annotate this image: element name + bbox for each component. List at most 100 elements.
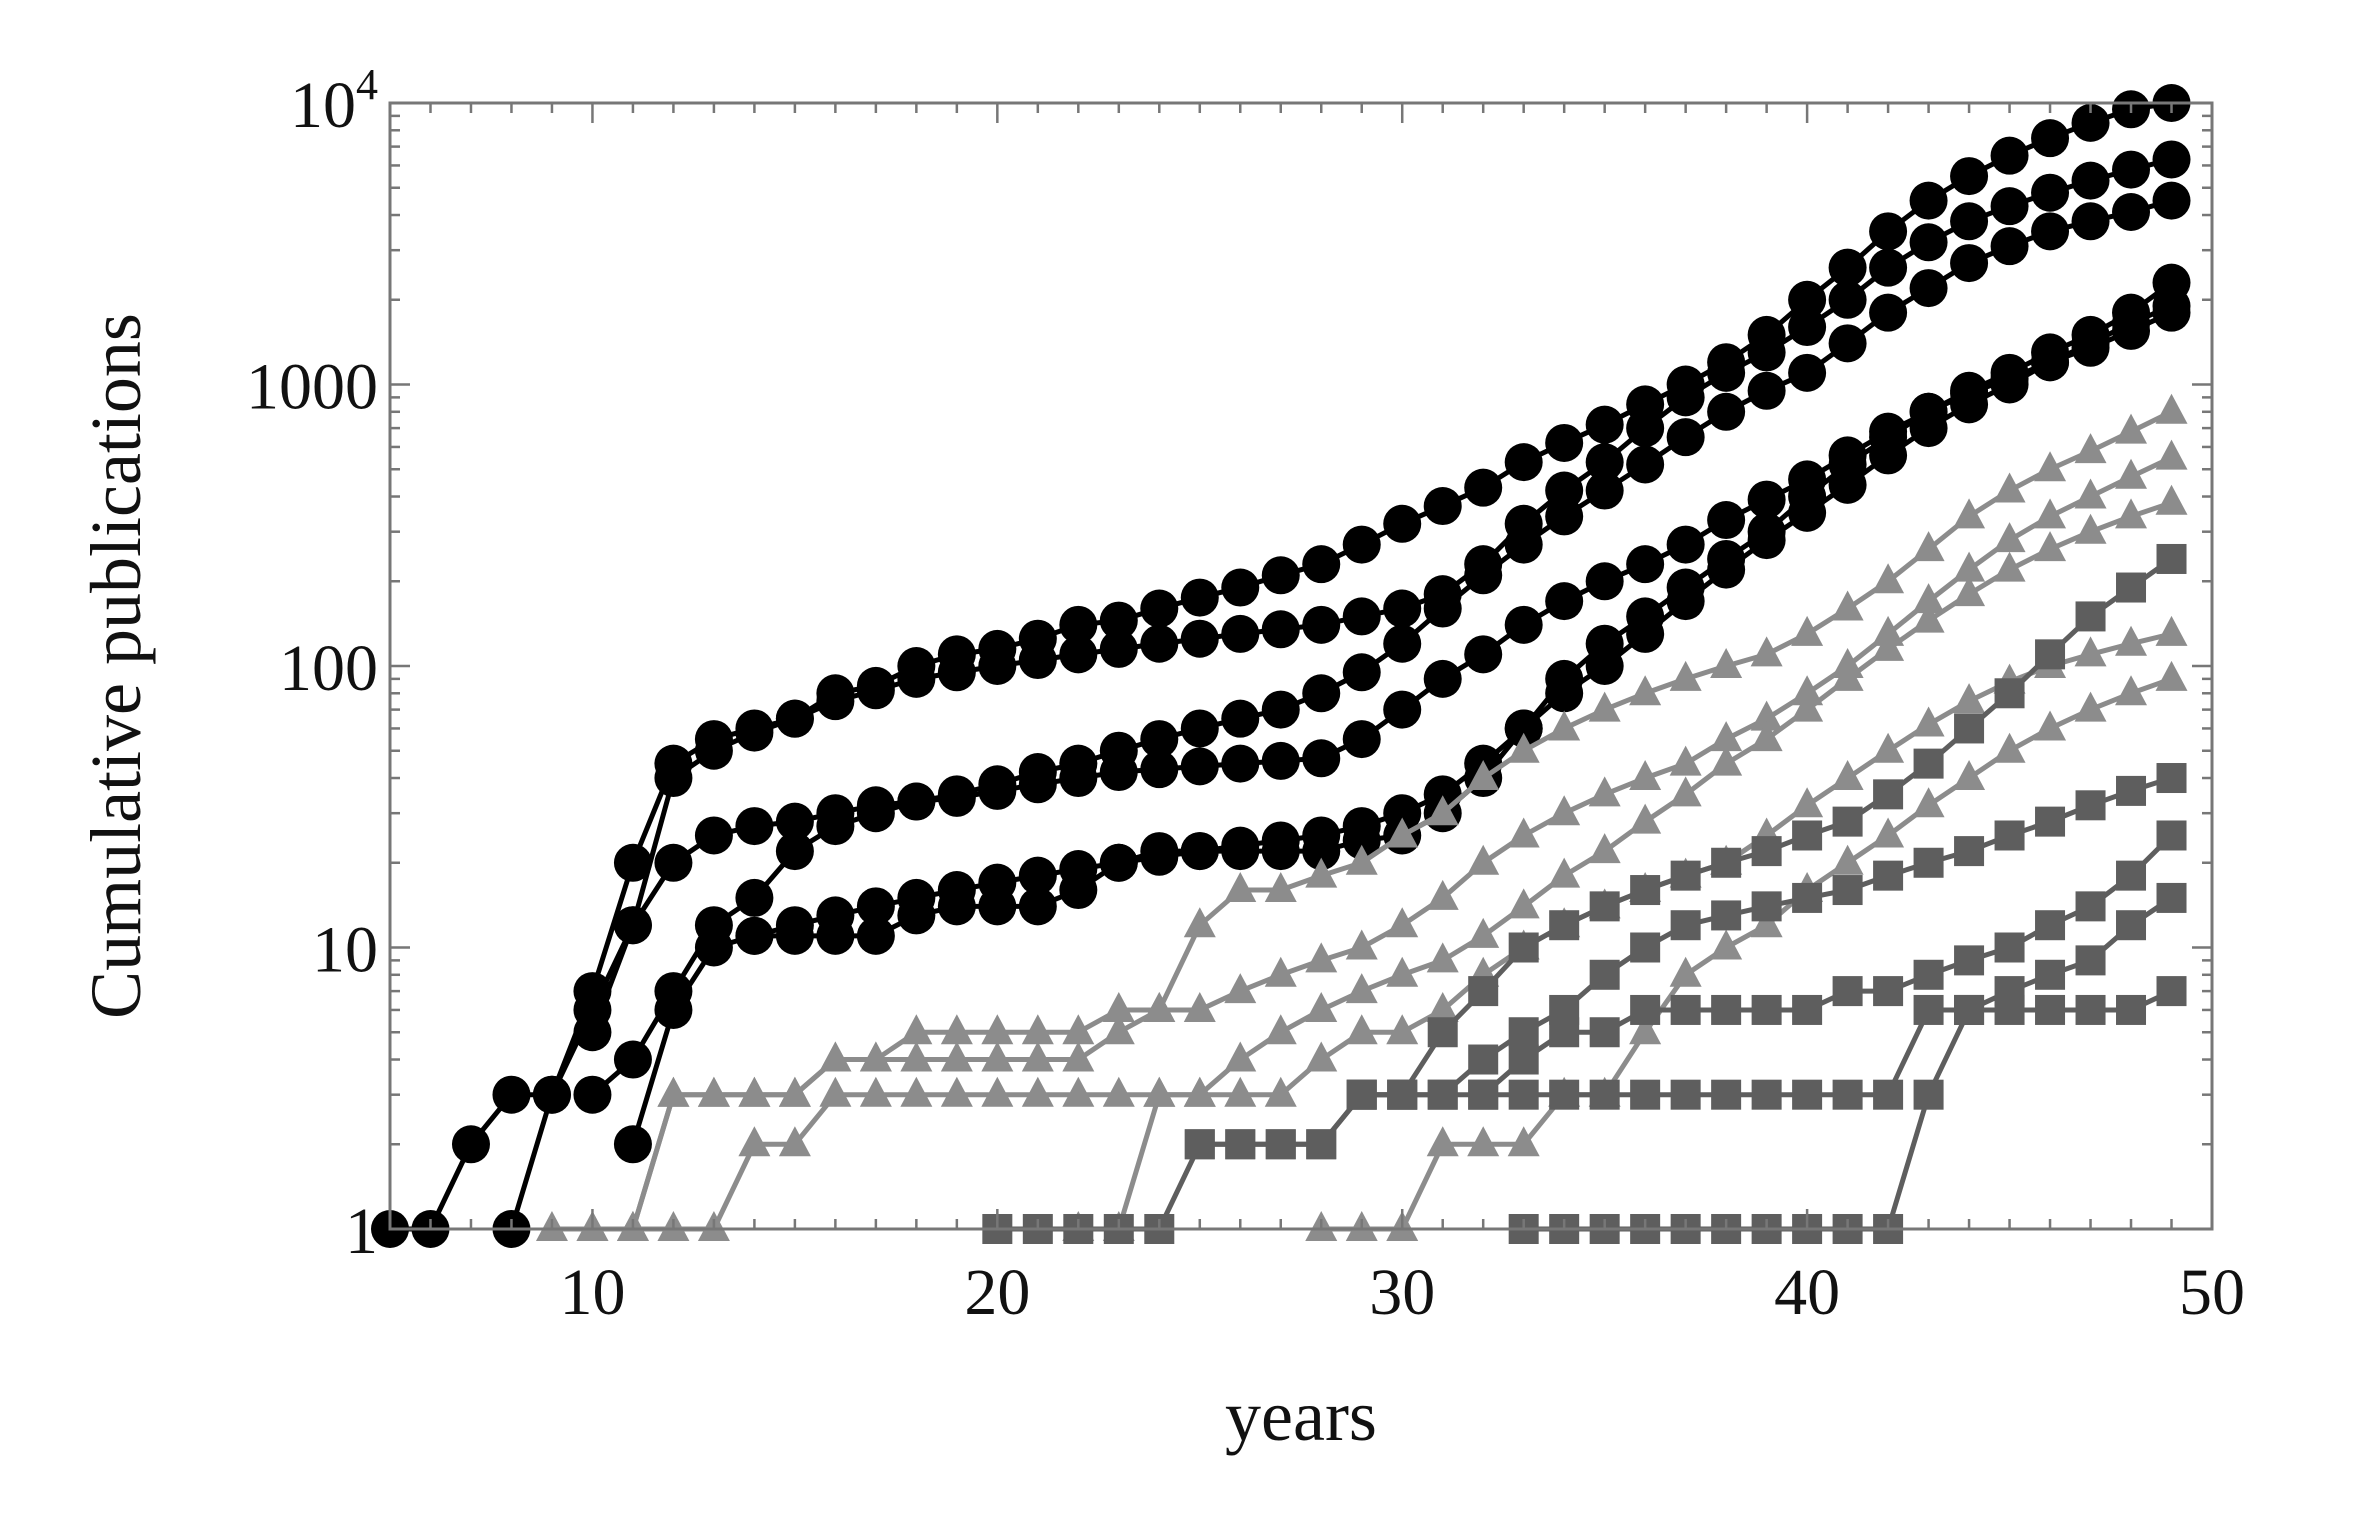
circle-marker bbox=[1018, 856, 1057, 895]
triangle-marker bbox=[1548, 795, 1581, 826]
triangle-marker bbox=[1629, 675, 1662, 706]
circle-marker bbox=[1707, 501, 1746, 540]
circle-marker bbox=[2152, 181, 2191, 220]
circle-marker bbox=[1018, 641, 1057, 680]
triangle-marker bbox=[2074, 513, 2107, 544]
circle-marker bbox=[1180, 747, 1219, 786]
circle-marker bbox=[2031, 119, 2070, 158]
triangle-marker bbox=[1102, 1014, 1135, 1045]
triangle-marker bbox=[1750, 721, 1783, 752]
circle-marker bbox=[1464, 556, 1503, 595]
circle-marker bbox=[1909, 223, 1948, 262]
circle-marker bbox=[1221, 744, 1260, 783]
triangle-marker bbox=[1548, 710, 1581, 741]
square-marker bbox=[1913, 959, 1944, 990]
triangle-marker bbox=[1791, 675, 1824, 706]
triangle-marker bbox=[738, 1076, 771, 1107]
circle-marker bbox=[2112, 150, 2151, 189]
circle-marker bbox=[1788, 308, 1827, 347]
square-marker bbox=[1549, 1079, 1580, 1110]
triangle-marker bbox=[1264, 1076, 1297, 1107]
circle-marker bbox=[1383, 690, 1422, 729]
triangle-marker bbox=[1953, 551, 1986, 582]
square-marker bbox=[1306, 1129, 1337, 1160]
circle-marker bbox=[1180, 578, 1219, 617]
circle-marker bbox=[775, 916, 814, 955]
square-marker bbox=[1589, 1017, 1620, 1048]
circle-marker bbox=[1099, 753, 1138, 792]
square-marker bbox=[1751, 994, 1782, 1025]
circle-marker bbox=[2071, 161, 2110, 200]
circle-marker bbox=[1302, 605, 1341, 644]
triangle-marker bbox=[1426, 991, 1459, 1022]
square-marker bbox=[2035, 806, 2066, 837]
triangle-marker bbox=[657, 1076, 690, 1107]
circle-marker bbox=[1909, 269, 1948, 308]
triangle-marker bbox=[859, 1076, 892, 1107]
circle-marker bbox=[856, 671, 895, 710]
triangle-marker bbox=[2074, 636, 2107, 667]
circle-marker bbox=[1261, 741, 1300, 780]
triangle-marker bbox=[2074, 433, 2107, 464]
circle-marker bbox=[1423, 487, 1462, 526]
y-tick-label: 100 bbox=[279, 632, 378, 705]
square-marker bbox=[1589, 959, 1620, 990]
x-axis-title: years bbox=[1225, 1376, 1377, 1456]
circle-marker bbox=[1018, 765, 1057, 804]
circle-marker bbox=[2152, 140, 2191, 179]
circle-marker bbox=[1869, 248, 1908, 287]
square-marker bbox=[1589, 891, 1620, 922]
square-marker bbox=[1954, 836, 1985, 867]
square-marker bbox=[1913, 1079, 1944, 1110]
circle-marker bbox=[937, 778, 976, 817]
circle-marker bbox=[1666, 378, 1705, 417]
circle-marker bbox=[1423, 659, 1462, 698]
square-marker bbox=[1994, 994, 2025, 1025]
square-marker bbox=[1711, 847, 1742, 878]
circle-marker bbox=[1666, 568, 1705, 607]
square-marker bbox=[2156, 820, 2187, 851]
square-marker bbox=[2116, 572, 2147, 603]
square-marker bbox=[1954, 994, 1985, 1025]
circle-marker bbox=[978, 771, 1017, 810]
circle-marker bbox=[1423, 589, 1462, 628]
y-tick-label: 104 bbox=[290, 60, 378, 142]
square-marker bbox=[2075, 994, 2106, 1025]
circle-marker bbox=[654, 843, 693, 882]
circle-marker bbox=[1140, 624, 1179, 663]
square-marker bbox=[1711, 1079, 1742, 1110]
triangle-marker bbox=[1669, 660, 1702, 691]
square-marker bbox=[2075, 891, 2106, 922]
triangle-marker bbox=[1305, 857, 1338, 888]
triangle-marker bbox=[1467, 917, 1500, 948]
circle-marker bbox=[2071, 202, 2110, 241]
series-square-15 bbox=[1468, 882, 2187, 1110]
circle-marker bbox=[1909, 392, 1948, 431]
circle-marker bbox=[735, 878, 774, 917]
circle-marker bbox=[1707, 539, 1746, 578]
triangle-marker bbox=[1831, 660, 1864, 691]
triangle-marker bbox=[1224, 1041, 1257, 1072]
triangle-marker bbox=[2155, 484, 2188, 515]
circle-marker bbox=[1788, 477, 1827, 516]
square-marker bbox=[2035, 910, 2066, 941]
y-axis-title: Cumulative publications bbox=[76, 313, 156, 1019]
triangle-marker bbox=[1993, 551, 2026, 582]
triangle-marker bbox=[940, 1041, 973, 1072]
triangle-marker bbox=[697, 1076, 730, 1107]
triangle-marker bbox=[1183, 907, 1216, 938]
square-marker bbox=[1630, 875, 1661, 906]
triangle-marker bbox=[1264, 956, 1297, 987]
square-marker bbox=[1954, 713, 1985, 744]
triangle-marker bbox=[1386, 817, 1419, 848]
circle-marker bbox=[1342, 821, 1381, 860]
triangle-marker bbox=[738, 1126, 771, 1157]
square-marker bbox=[1387, 1079, 1418, 1110]
circle-marker bbox=[816, 916, 855, 955]
circle-marker bbox=[1626, 445, 1665, 484]
circle-marker bbox=[1140, 832, 1179, 871]
triangle-marker bbox=[1588, 691, 1621, 722]
square-marker bbox=[1468, 1079, 1499, 1110]
triangle-marker bbox=[819, 1076, 852, 1107]
triangle-marker bbox=[981, 1014, 1014, 1045]
